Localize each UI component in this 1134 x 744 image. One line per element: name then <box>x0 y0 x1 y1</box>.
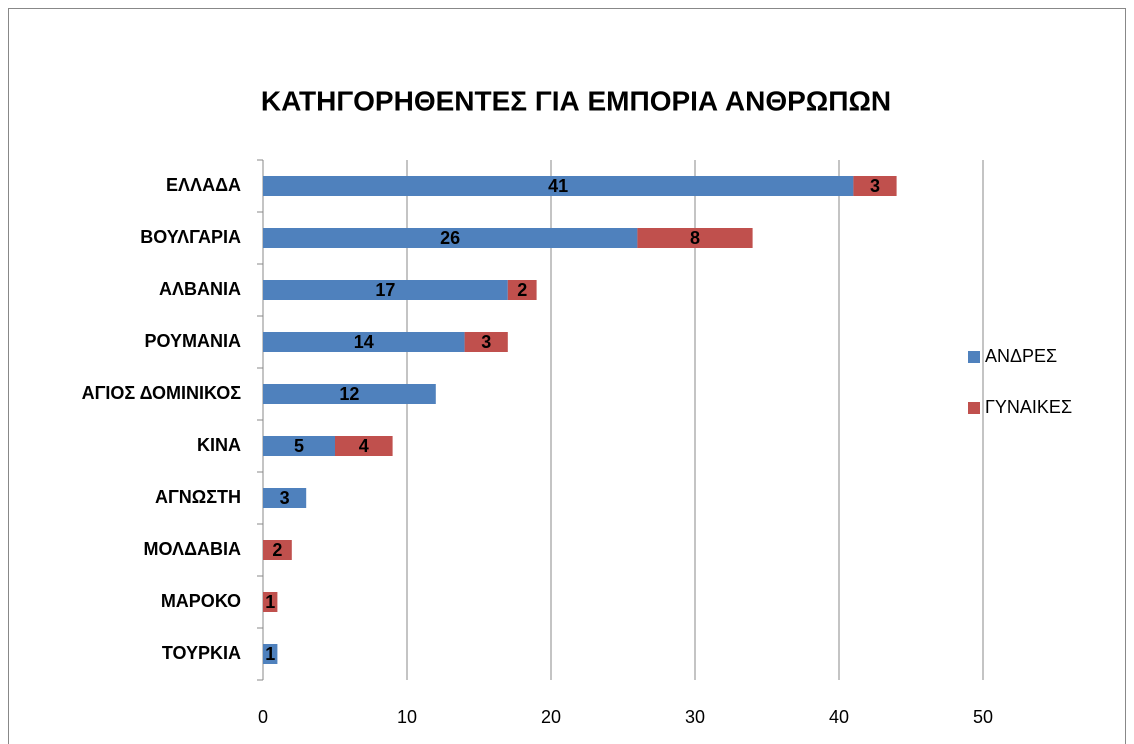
value-label: 3 <box>280 488 290 508</box>
x-tick-label: 0 <box>258 707 268 727</box>
value-label: 3 <box>481 332 491 352</box>
bar-segment <box>637 228 753 248</box>
bar-segment <box>263 592 278 612</box>
bar-segment <box>263 176 854 196</box>
x-tick-label: 30 <box>685 707 705 727</box>
value-label: 17 <box>375 280 395 300</box>
value-label: 8 <box>690 228 700 248</box>
bar-segment <box>263 488 307 508</box>
value-label: 2 <box>272 540 282 560</box>
bar-segment <box>263 332 465 352</box>
value-label: 41 <box>548 176 568 196</box>
value-label: 4 <box>359 436 369 456</box>
value-label: 5 <box>294 436 304 456</box>
bar-segment <box>507 280 537 300</box>
bar-segment <box>263 540 292 560</box>
y-tick-label: ΜΑΡΟΚΟ <box>161 591 241 611</box>
x-tick-label: 10 <box>397 707 417 727</box>
legend-swatch <box>968 402 980 414</box>
value-label: 26 <box>440 228 460 248</box>
value-label: 1 <box>265 644 275 664</box>
chart-border <box>8 8 1126 744</box>
y-tick-label: ΑΓΙΟΣ ΔΟΜΙΝΙΚΟΣ <box>82 383 242 403</box>
value-label: 1 <box>265 592 275 612</box>
bar-segment <box>263 384 436 404</box>
legend-label: ΓΥΝΑΙΚΕΣ <box>985 397 1072 417</box>
y-tick-label: ΕΛΛΑΔΑ <box>166 175 241 195</box>
y-tick-label: ΑΛΒΑΝΙΑ <box>159 279 241 299</box>
bar-segment <box>263 644 278 664</box>
x-tick-label: 50 <box>973 707 993 727</box>
y-tick-label: ΤΟΥΡΚΙΑ <box>162 643 241 663</box>
value-label: 2 <box>517 280 527 300</box>
bar-segment <box>263 436 335 456</box>
y-tick-label: ΑΓΝΩΣΤΗ <box>155 487 241 507</box>
y-tick-label: ΜΟΛΔΑΒΙΑ <box>144 539 241 559</box>
bar-segment <box>263 228 638 248</box>
x-tick-label: 40 <box>829 707 849 727</box>
value-label: 12 <box>339 384 359 404</box>
bar-segment <box>853 176 897 196</box>
y-tick-label: ΡΟΥΜΑΝΙΑ <box>144 331 241 351</box>
bar-segment <box>263 280 508 300</box>
chart-title: ΚΑΤΗΓΟΡΗΘΕΝΤΕΣ ΓΙΑ ΕΜΠΟΡΙΑ ΑΝΘΡΩΠΩΝ <box>261 85 891 116</box>
legend-label: ΑΝΔΡΕΣ <box>985 346 1057 366</box>
x-tick-label: 20 <box>541 707 561 727</box>
bar-segment <box>464 332 508 352</box>
y-tick-label: ΒΟΥΛΓΑΡΙΑ <box>140 227 241 247</box>
y-tick-label: ΚΙΝΑ <box>197 435 241 455</box>
bar-segment <box>335 436 393 456</box>
value-label: 3 <box>870 176 880 196</box>
legend-swatch <box>968 351 980 363</box>
value-label: 14 <box>354 332 374 352</box>
